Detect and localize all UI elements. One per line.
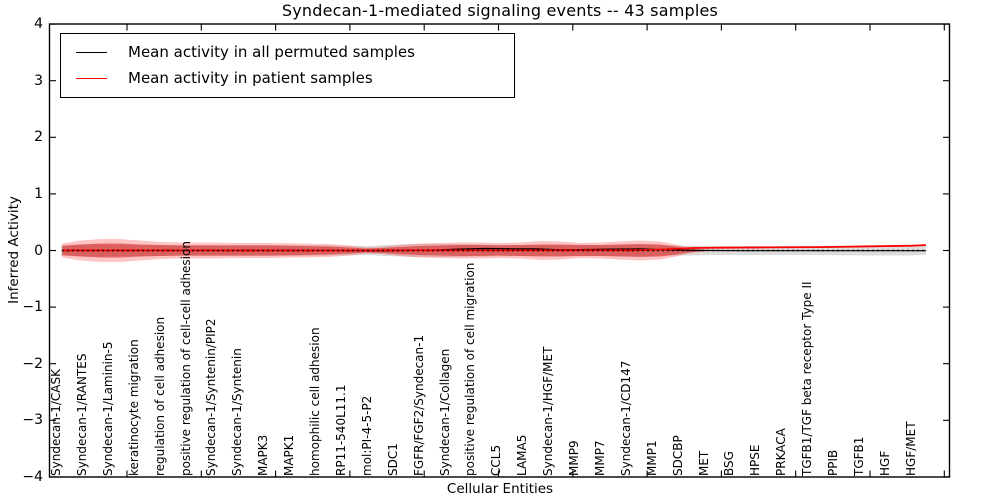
x-tick-label: SDC1	[385, 443, 400, 476]
x-tick-label: LAMA5	[515, 434, 530, 476]
chart-title: Syndecan-1-mediated signaling events -- …	[281, 1, 719, 20]
x-tick-label: MMP1	[644, 440, 659, 476]
legend-item-permuted: Mean activity in all permuted samples	[76, 45, 514, 60]
legend-label: Mean activity in patient samples	[128, 69, 373, 87]
y-tick-label: 2	[34, 129, 43, 146]
x-tick-label: homophilic cell adhesion	[308, 327, 322, 476]
y-tick-label: 4	[34, 16, 43, 33]
x-tick-label: mol:PI-4-5-P2	[359, 395, 374, 476]
x-tick-label: Syndecan-1/Collagen	[437, 348, 452, 476]
x-tick-label: MET	[696, 450, 711, 476]
x-tick-label: Syndecan-1/CD147	[618, 360, 633, 476]
x-tick-label: TGFB1	[851, 436, 866, 476]
x-tick-label: MMP9	[567, 440, 581, 476]
line-patient-mean	[62, 244, 927, 252]
x-tick-label: positive regulation of cell migration	[463, 262, 478, 476]
x-tick-label: keratinocyte migration	[126, 339, 141, 476]
x-tick-label: Syndecan-1/Syntenin/PIP2	[204, 318, 219, 476]
x-tick-label: TGFB1/TGF beta receptor Type II	[800, 281, 815, 476]
y-tick-label: −3	[22, 412, 43, 429]
x-axis-label: Cellular Entities	[446, 481, 554, 497]
x-tick-label: Syndecan-1/Syntenin	[230, 348, 245, 476]
legend-label: Mean activity in all permuted samples	[128, 43, 415, 61]
legend-item-patient: Mean activity in patient samples	[76, 71, 514, 86]
x-tick-label: RP11-540L11.1	[333, 384, 348, 476]
y-tick-label: 0	[34, 242, 43, 259]
y-tick-label: −4	[22, 468, 43, 485]
y-tick-label: −2	[22, 355, 43, 372]
x-tick-label: PRKACA	[774, 428, 789, 476]
legend: Mean activity in all permuted samples Me…	[60, 33, 515, 98]
x-tick-label: Syndecan-1/Laminin-5	[100, 341, 115, 476]
x-tick-label: PPIB	[826, 449, 840, 476]
x-tick-label: BSG	[722, 451, 737, 476]
x-tick-label: MAPK3	[256, 434, 271, 476]
x-tick-label: HGF/MET	[903, 421, 918, 476]
x-tick-label: SDCBP	[670, 435, 685, 476]
x-tick-label: Syndecan-1/RANTES	[74, 353, 89, 476]
x-tick-label: regulation of cell adhesion	[152, 316, 167, 476]
x-tick-label: CCL5	[489, 444, 504, 476]
x-tick-label: positive regulation of cell-cell adhesio…	[178, 241, 193, 476]
x-tick-label: Syndecan-1/CASK	[49, 369, 63, 476]
legend-line-sample-red	[76, 78, 107, 79]
x-tick-label: MMP7	[592, 440, 607, 476]
legend-line-sample-black	[76, 52, 107, 53]
y-tick-label: 3	[34, 72, 43, 89]
y-tick-label: 1	[34, 185, 43, 202]
x-tick-label: Syndecan-1/HGF/MET	[541, 346, 556, 476]
y-tick-label: −1	[22, 299, 43, 316]
x-tick-label: MAPK1	[282, 434, 297, 476]
x-tick-label: HGF	[877, 450, 892, 476]
x-tick-label: HPSE	[748, 444, 763, 476]
x-tick-label: FGFR/FGF2/Syndecan-1	[411, 334, 426, 476]
